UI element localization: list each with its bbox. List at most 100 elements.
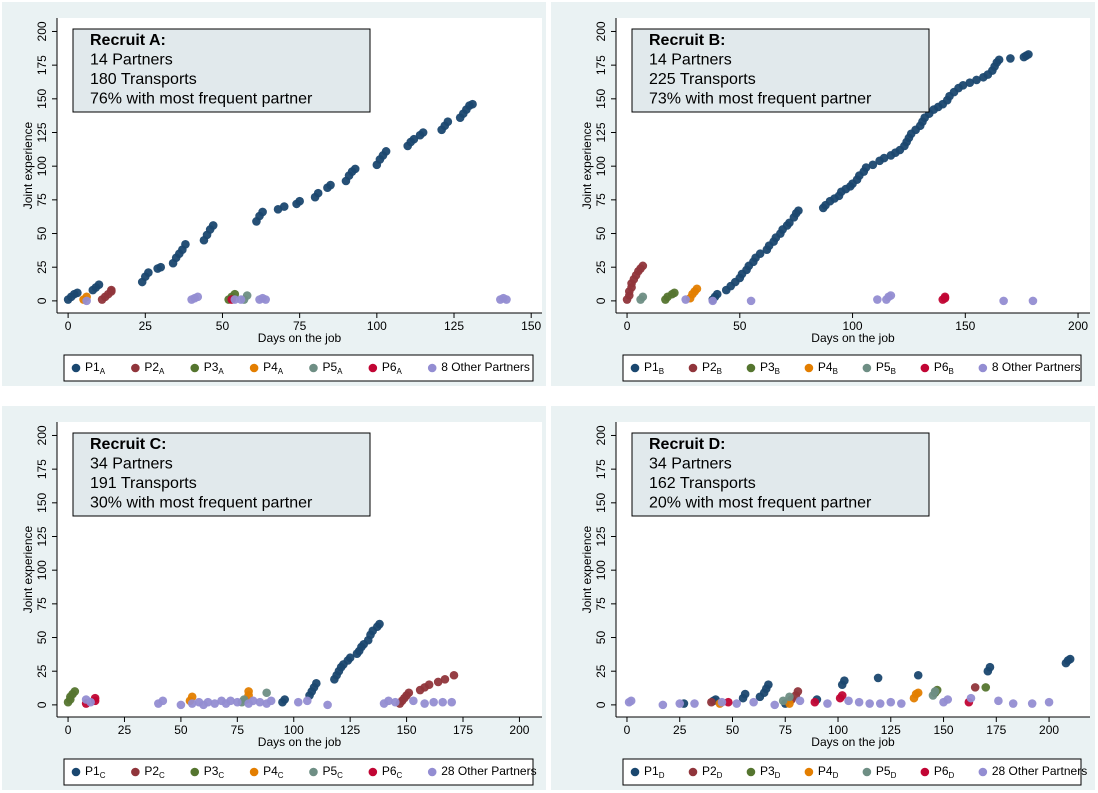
point [712, 289, 722, 299]
point [424, 680, 434, 689]
x-tick-label: 100 [367, 319, 387, 333]
legend-marker [190, 363, 200, 373]
legend-marker [746, 767, 756, 777]
y-tick-label: 25 [594, 664, 608, 678]
panel: 0 25 50 75 100 125 150 175 200 0 25 50 75 100 125 150 17… [2, 406, 546, 790]
legend-label: P5A [322, 360, 343, 376]
y-tick-label: 200 [35, 425, 49, 445]
annotation-line: 162 Transports [649, 475, 756, 492]
legend-name: P5 [322, 360, 337, 374]
legend-name: P6 [934, 360, 949, 374]
legend-label: P5D [876, 764, 897, 780]
annotation-line: 191 Transports [90, 475, 197, 492]
legend-name: 28 Other Partners [992, 764, 1087, 778]
x-tick-label: 150 [397, 723, 417, 737]
point [279, 202, 289, 211]
x-tick-label: 100 [843, 319, 863, 333]
legend-name: P1 [85, 764, 100, 778]
point [181, 240, 190, 249]
y-tick-label: 125 [35, 122, 49, 142]
legend-label: P4A [263, 360, 284, 376]
legend-subscript: A [337, 367, 343, 376]
point [994, 55, 1004, 65]
annotation-line: 180 Transports [90, 71, 197, 88]
y-tick-label: 125 [594, 526, 608, 546]
point [293, 697, 303, 707]
y-tick-label: 25 [35, 260, 49, 274]
point [785, 692, 794, 702]
x-tick-label: 125 [881, 723, 901, 737]
panel: 0 25 50 75 100 125 150 175 200 0 50 100 150 200 Days o… [551, 2, 1095, 386]
legend-marker [862, 363, 872, 373]
point [144, 268, 153, 277]
point [930, 687, 940, 696]
legend-name: 8 Other Partners [441, 360, 530, 374]
point [638, 292, 648, 302]
legend-marker [688, 363, 698, 373]
point [681, 295, 690, 304]
y-tick-label: 175 [35, 55, 49, 75]
legend-subscript: C [278, 771, 284, 780]
legend-subscript: B [659, 367, 664, 376]
legend-name: P4 [263, 764, 278, 778]
point [447, 697, 457, 707]
point [810, 697, 820, 707]
point [795, 696, 805, 706]
point [261, 295, 270, 304]
point [717, 697, 727, 707]
point [707, 697, 716, 707]
point [313, 188, 323, 198]
point [295, 196, 304, 206]
legend-name: P3 [204, 764, 219, 778]
legend-name: P5 [322, 764, 337, 778]
point [187, 692, 197, 702]
y-tick-label: 25 [594, 260, 608, 274]
legend-subscript: A [397, 367, 403, 376]
legend-box [622, 758, 1082, 786]
annotation-line: 30% with most frequent partner [90, 495, 313, 512]
x-tick-label: 75 [231, 723, 245, 737]
point [1027, 699, 1037, 708]
point [840, 676, 849, 685]
point [350, 164, 360, 174]
y-tick-label: 75 [594, 597, 608, 611]
legend-marker [71, 767, 81, 777]
point [837, 691, 847, 700]
point [193, 292, 203, 302]
legend-label: P1D [644, 764, 665, 780]
point [868, 160, 878, 170]
point [203, 697, 213, 707]
legend-label: P4C [263, 764, 284, 780]
point [943, 695, 953, 704]
annotation-box [631, 28, 930, 113]
x-tick-label: 25 [673, 723, 687, 737]
y-tick-label: 150 [594, 492, 608, 512]
point [381, 147, 391, 156]
point [940, 292, 950, 302]
annotation-line: 34 Partners [90, 456, 173, 473]
y-tick-label: 0 [594, 297, 608, 304]
point [258, 207, 267, 217]
legend-label: 8 Other Partners [441, 360, 530, 374]
legend-label: 8 Other Partners [992, 360, 1081, 374]
annotation-line: 225 Transports [649, 71, 756, 88]
legend-name: P5 [876, 764, 891, 778]
x-tick-label: 25 [139, 319, 153, 333]
y-axis-title: Joint experience [21, 121, 35, 209]
point [244, 687, 253, 696]
legend-subscript: D [833, 771, 839, 780]
point [690, 699, 699, 708]
legend-label: P2A [144, 360, 165, 376]
legend-subscript: B [717, 367, 722, 376]
y-tick-label: 75 [35, 597, 49, 611]
point [1006, 54, 1015, 63]
point [778, 696, 788, 706]
x-tick-label: 0 [65, 723, 72, 737]
annotation-line: Recruit C: [90, 436, 166, 453]
legend-label: P3B [760, 360, 780, 376]
point [248, 696, 258, 706]
legend-subscript: C [159, 771, 165, 780]
y-axis-title: Joint experience [580, 121, 594, 209]
y-tick-label: 125 [35, 526, 49, 546]
legend-name: P3 [204, 360, 219, 374]
